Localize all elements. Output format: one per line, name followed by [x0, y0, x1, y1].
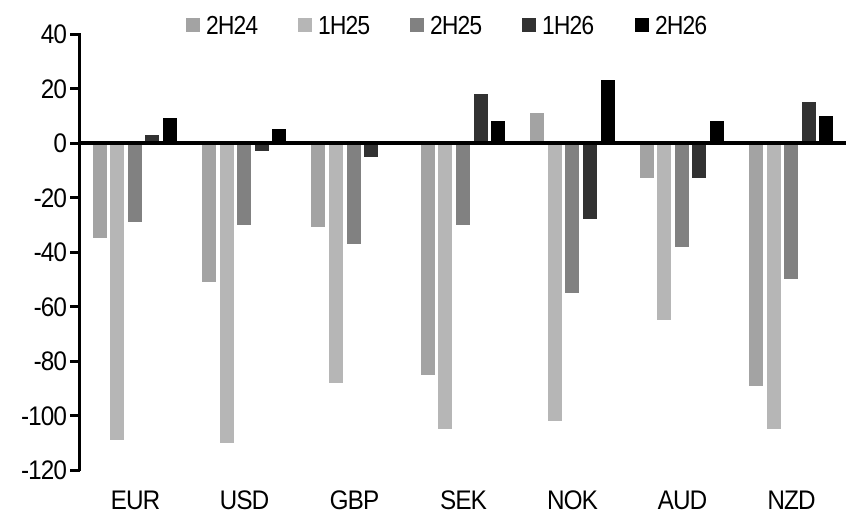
y-tick-mark	[70, 414, 80, 417]
bar-NZD-1H26	[801, 102, 816, 143]
bar-AUD-2H26	[710, 121, 725, 143]
x-tick-label-NZD: NZD	[767, 485, 816, 515]
y-tick-label: -80	[33, 346, 67, 376]
y-tick-mark	[70, 87, 80, 90]
bar-USD-2H25	[237, 143, 252, 225]
bar-EUR-2H24	[92, 143, 107, 239]
bar-USD-1H25	[219, 143, 234, 443]
bar-SEK-2H24	[420, 143, 435, 375]
y-tick-label: -40	[33, 237, 67, 267]
x-tick-label-EUR: EUR	[110, 485, 160, 515]
x-tick-label-AUD: AUD	[657, 485, 708, 515]
chart-legend: 2H24 1H25 2H25 1H26 2H26	[186, 12, 713, 38]
bar-EUR-1H25	[110, 143, 125, 441]
bar-NZD-2H26	[819, 115, 834, 143]
bar-USD-2H24	[201, 143, 216, 282]
legend-label: 1H26	[542, 10, 594, 40]
bar-NZD-1H25	[766, 143, 781, 430]
legend-label: 1H25	[318, 10, 370, 40]
bar-SEK-2H26	[491, 121, 506, 143]
bar-GBP-1H25	[328, 143, 343, 383]
zero-baseline	[78, 141, 846, 145]
bar-GBP-1H26	[364, 143, 379, 157]
bar-EUR-2H25	[127, 143, 142, 223]
y-tick-mark	[70, 141, 80, 145]
y-tick-mark	[70, 468, 80, 472]
y-tick-label: -100	[20, 400, 67, 431]
legend-swatch-icon	[298, 18, 313, 32]
bar-NOK-1H25	[547, 143, 562, 421]
legend-swatch-icon	[186, 18, 200, 32]
y-tick-label: 0	[53, 128, 67, 158]
y-tick-label: 20	[40, 73, 67, 104]
x-tick-label-USD: USD	[219, 485, 270, 515]
x-tick-label-SEK: SEK	[440, 485, 487, 515]
bar-SEK-1H26	[473, 93, 488, 143]
bar-NZD-2H25	[784, 143, 799, 280]
y-tick-mark	[70, 32, 80, 36]
legend-item-2H24[interactable]: 2H24	[186, 12, 264, 38]
bar-AUD-2H24	[639, 143, 654, 179]
y-tick-label: -120	[20, 455, 67, 485]
bar-NOK-1H26	[583, 143, 598, 220]
y-axis-line	[78, 33, 81, 471]
y-tick-mark	[70, 250, 80, 254]
bar-GBP-2H25	[346, 143, 361, 244]
bar-NZD-2H24	[749, 143, 764, 386]
bar-SEK-2H25	[456, 143, 470, 225]
y-tick-label: -60	[33, 291, 67, 322]
y-tick-mark	[70, 305, 80, 308]
legend-item-1H25[interactable]: 1H25	[298, 12, 376, 38]
y-tick-mark	[70, 359, 80, 363]
bar-AUD-2H25	[674, 143, 689, 247]
y-tick-label: -20	[33, 182, 67, 213]
bar-AUD-1H25	[657, 143, 672, 321]
y-tick-label: 40	[40, 19, 67, 49]
legend-label: 2H26	[654, 10, 707, 40]
bar-AUD-1H26	[692, 143, 707, 179]
bar-USD-2H26	[272, 129, 287, 143]
bar-NOK-2H26	[600, 80, 615, 143]
legend-item-2H26[interactable]: 2H26	[634, 10, 713, 40]
bar-NOK-2H24	[530, 113, 545, 143]
y-tick-mark	[70, 196, 80, 199]
legend-swatch-icon	[634, 18, 649, 32]
bar-EUR-2H26	[162, 118, 177, 143]
legend-item-1H26[interactable]: 1H26	[522, 12, 600, 38]
legend-swatch-icon	[522, 18, 537, 32]
bar-NOK-2H25	[565, 143, 580, 293]
legend-item-2H25[interactable]: 2H25	[410, 12, 488, 38]
legend-swatch-icon	[410, 18, 425, 32]
legend-label: 2H25	[430, 10, 482, 40]
x-tick-label-GBP: GBP	[329, 485, 379, 515]
bar-SEK-1H25	[438, 143, 453, 430]
bar-EUR-1H26	[145, 134, 160, 143]
x-tick-label-NOK: NOK	[547, 485, 598, 515]
legend-label: 2H24	[206, 10, 258, 40]
bar-USD-1H26	[254, 143, 269, 152]
bar-GBP-2H24	[311, 143, 326, 228]
